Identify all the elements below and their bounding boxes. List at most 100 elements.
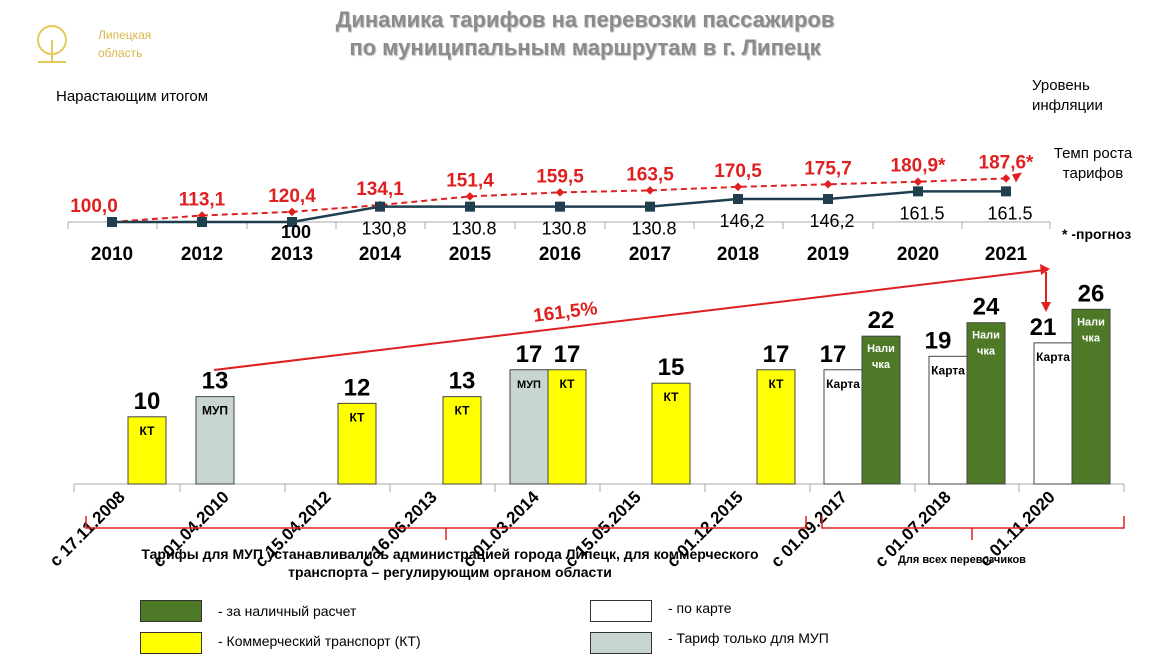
bar-tag-label: Нали xyxy=(1077,316,1105,328)
tariff-bar-kt xyxy=(756,369,796,485)
tariff-bar-mup xyxy=(509,369,549,485)
inflation-point xyxy=(645,186,655,195)
logo-text: Липецкая область xyxy=(98,28,152,60)
logo-tree-icon xyxy=(37,25,67,63)
inflation-data-label: 163,5 xyxy=(626,164,674,185)
tariff-bar-kt xyxy=(651,382,691,485)
bar-value-label: 13 xyxy=(202,368,229,395)
bar-value-label: 21 xyxy=(1030,314,1057,341)
bar-tag-label: Нали xyxy=(867,343,895,355)
bar-value-label: 17 xyxy=(763,341,790,368)
tariff-data-label: 161.5 xyxy=(987,203,1032,223)
legend-swatch-mup xyxy=(590,632,652,654)
note-all-carriers: Для всех перевозчиков xyxy=(898,554,1026,566)
year-tick-label: 2016 xyxy=(539,244,581,265)
bar-value-label: 13 xyxy=(449,368,476,395)
tariff-bar-kt xyxy=(547,369,587,485)
tariff-bar-card xyxy=(823,369,863,485)
inflation-data-label: 134,1 xyxy=(356,179,404,200)
tariff-bar-card xyxy=(1033,342,1073,485)
tariff-point xyxy=(287,217,297,227)
year-tick-label: 2010 xyxy=(91,244,133,265)
year-tick-label: 2014 xyxy=(359,244,402,265)
inflation-data-label: 100,0 xyxy=(70,196,118,217)
inflation-data-label: 151,4 xyxy=(446,170,494,191)
inflation-data-label: 175,7 xyxy=(804,158,852,179)
tariff-data-label: 146,2 xyxy=(719,211,764,231)
bar-tag-label: КТ xyxy=(350,410,366,424)
tariff-bar-kt xyxy=(127,416,167,485)
tariff-bar-cash xyxy=(1071,308,1111,485)
inflation-point xyxy=(823,180,833,189)
inflation-data-label: 120,4 xyxy=(268,186,316,207)
tariff-point xyxy=(465,201,475,212)
tariff-bar-kt xyxy=(442,396,482,485)
bar-value-label: 19 xyxy=(925,327,952,354)
note-mup-vs-commercial: Тарифы для МУП устанавливались администр… xyxy=(141,546,759,580)
tariff-bar-cash xyxy=(966,322,1006,485)
tariff-point xyxy=(733,193,743,204)
year-tick-label: 2013 xyxy=(271,244,313,265)
growth-arrow-head xyxy=(1040,264,1050,275)
tariff-point xyxy=(645,201,655,212)
inflation-point xyxy=(913,177,923,186)
bar-tag-label: МУП xyxy=(517,379,541,391)
tariff-point xyxy=(197,217,207,227)
inflation-point xyxy=(287,207,297,217)
year-tick-label: 2021 xyxy=(985,244,1028,265)
bracket-right xyxy=(821,516,1125,529)
bar-value-label: 15 xyxy=(658,354,685,381)
tariff-data-label: 130,8 xyxy=(361,219,406,239)
tariff-bar-mup xyxy=(195,396,235,485)
tariff-data-label: 130.8 xyxy=(631,219,676,239)
bar-tag-label: КТ xyxy=(664,390,680,404)
year-tick-label: 2018 xyxy=(717,244,759,265)
tariff-point xyxy=(555,201,565,212)
cumulative-label: Нарастающим итогом xyxy=(56,88,209,105)
tariff-data-label: 130.8 xyxy=(541,219,586,239)
forecast-note: * -прогноз xyxy=(1062,226,1132,242)
legend-label-card: - по карте xyxy=(668,600,732,616)
tariff-point xyxy=(1001,186,1011,197)
bar-value-label: 17 xyxy=(554,341,581,368)
bar-tag-label: чка xyxy=(1082,332,1101,344)
growth-percent-label: 161,5% xyxy=(532,298,599,327)
year-tick-label: 2017 xyxy=(629,244,671,265)
bar-tag-label: чка xyxy=(977,346,996,358)
tariff-data-label: 130.8 xyxy=(451,219,496,239)
tariff-point xyxy=(375,201,385,212)
bar-tag-label: КТ xyxy=(140,424,156,438)
page-title: Динамика тарифов на перевозки пассажиров… xyxy=(240,6,930,62)
growth-arrow-drop-head xyxy=(1041,302,1051,312)
inflation-data-label: 187,6* xyxy=(979,152,1035,173)
legend-label-mup: - Тариф только для МУП xyxy=(668,630,829,646)
inflation-data-label: 159,5 xyxy=(536,166,584,187)
bar-value-label: 22 xyxy=(868,307,895,334)
bar-value-label: 17 xyxy=(516,341,543,368)
tariff-point xyxy=(823,193,833,204)
bar-value-label: 12 xyxy=(344,374,371,401)
year-tick-label: 2020 xyxy=(897,244,939,265)
year-tick-label: 2015 xyxy=(449,244,492,265)
bar-tag-label: Карта xyxy=(1036,350,1070,364)
year-tick-label: 2019 xyxy=(807,244,849,265)
bar-tag-label: КТ xyxy=(560,377,576,391)
growth-arrow-line xyxy=(213,269,1045,371)
inflation-point xyxy=(733,182,743,192)
title-line1: Динамика тарифов на перевозки пассажиров xyxy=(335,7,835,32)
legend-swatch-card xyxy=(590,600,652,622)
bar-tag-label: Нали xyxy=(972,330,1000,342)
legend-swatch-kt xyxy=(140,632,202,654)
inflation-point xyxy=(465,192,475,201)
bar-value-label: 24 xyxy=(973,294,1000,321)
bar-value-label: 26 xyxy=(1078,280,1105,307)
title-line2: по муниципальным маршрутам в г. Липецк xyxy=(349,35,821,60)
inflation-data-label: 180,9* xyxy=(891,156,947,177)
tariff-data-label: 161.5 xyxy=(899,203,944,223)
inflation-point xyxy=(555,188,565,197)
year-tick-label: 2012 xyxy=(181,244,223,265)
legend-label-cash: - за наличный расчет xyxy=(218,603,357,619)
tariff-data-label: 146,2 xyxy=(809,211,854,231)
legend-label-kt: - Коммерческий транспорт (КТ) xyxy=(218,633,421,649)
